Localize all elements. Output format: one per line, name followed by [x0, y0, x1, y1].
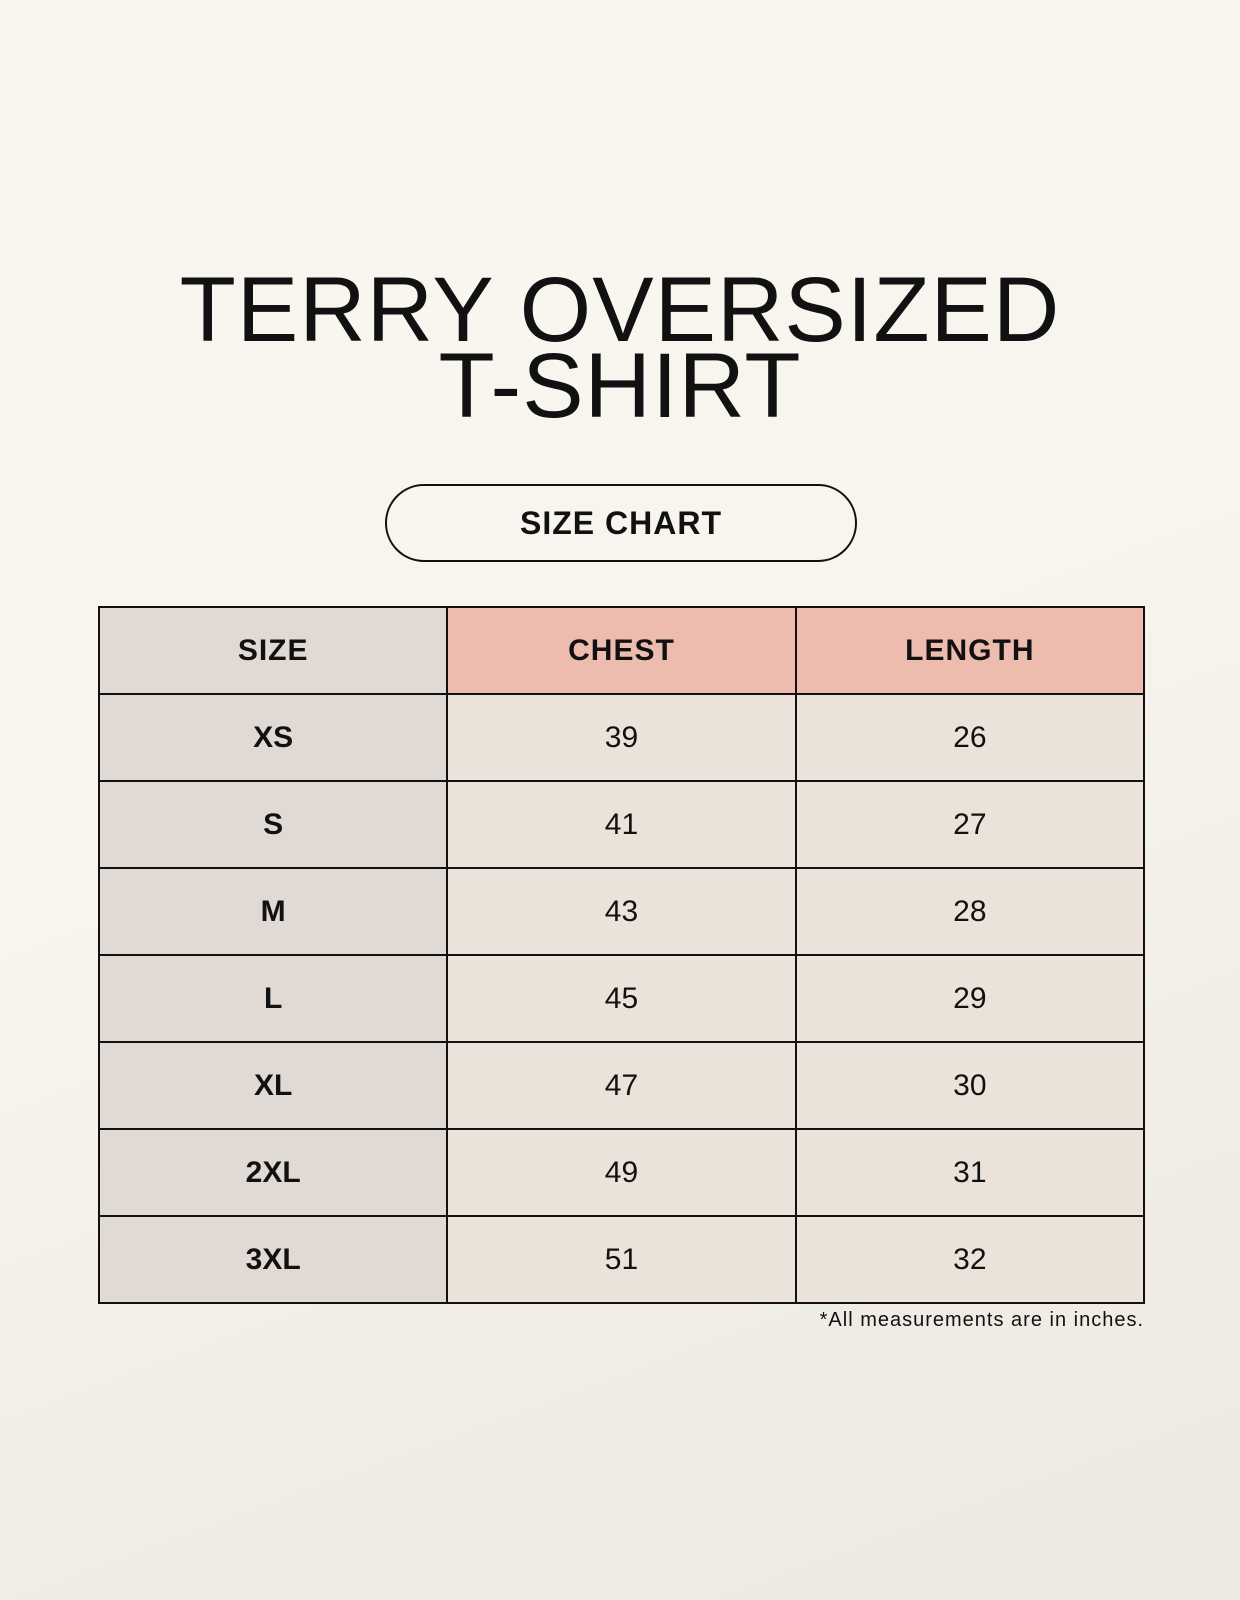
title-line-2: T-SHIRT [438, 335, 802, 437]
cell-chest: 51 [446, 1215, 797, 1304]
cell-length: 26 [794, 693, 1146, 782]
cell-size: S [97, 780, 449, 869]
table-row: XL 47 30 [97, 1041, 1146, 1130]
cell-size: XS [97, 693, 449, 782]
cell-length: 30 [794, 1041, 1146, 1130]
cell-length: 31 [794, 1128, 1146, 1217]
cell-size: XL [97, 1041, 449, 1130]
table-row: XS 39 26 [97, 693, 1146, 782]
table-row: S 41 27 [97, 780, 1146, 869]
cell-chest: 43 [446, 867, 797, 956]
cell-length: 29 [794, 954, 1146, 1043]
header-chest: CHEST [446, 606, 797, 695]
table-header-row: SIZE CHEST LENGTH [97, 606, 1146, 695]
cell-chest: 49 [446, 1128, 797, 1217]
cell-size: 2XL [97, 1128, 449, 1217]
cell-length: 27 [794, 780, 1146, 869]
table-row: 2XL 49 31 [97, 1128, 1146, 1217]
cell-chest: 39 [446, 693, 797, 782]
table-row: L 45 29 [97, 954, 1146, 1043]
cell-chest: 45 [446, 954, 797, 1043]
cell-chest: 41 [446, 780, 797, 869]
cell-chest: 47 [446, 1041, 797, 1130]
header-size: SIZE [97, 606, 449, 695]
size-chart-badge: SIZE CHART [385, 484, 857, 562]
cell-size: M [97, 867, 449, 956]
title-line-1: TERRY OVERSIZED [179, 259, 1061, 361]
cell-size: L [97, 954, 449, 1043]
cell-length: 28 [794, 867, 1146, 956]
footnote: *All measurements are in inches. [819, 1309, 1144, 1331]
cell-length: 32 [794, 1215, 1146, 1304]
table-row: 3XL 51 32 [97, 1215, 1146, 1304]
table-row: M 43 28 [97, 867, 1146, 956]
page-title: TERRY OVERSIZED T-SHIRT [0, 259, 1240, 437]
header-length: LENGTH [794, 606, 1146, 695]
size-table: SIZE CHEST LENGTH XS 39 26 S 41 27 M 43 28 L 45 29 X… [97, 606, 1146, 1304]
cell-size: 3XL [97, 1215, 449, 1304]
